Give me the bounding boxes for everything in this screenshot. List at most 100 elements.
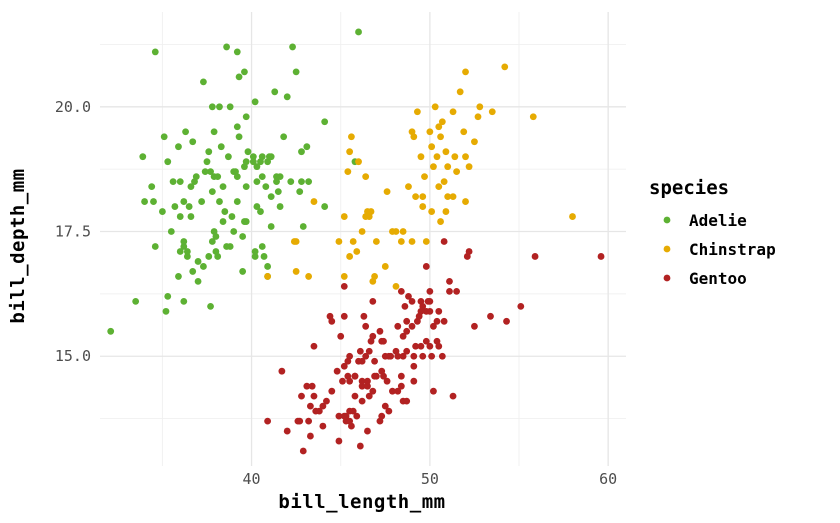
data-point-gentoo [364,382,371,390]
data-point-gentoo [403,317,411,325]
data-point-adelie [176,178,184,186]
data-point-adelie [214,173,222,181]
data-point-gentoo [408,322,416,330]
data-point-gentoo [349,407,357,415]
data-point-adelie [180,297,188,305]
data-point-adelie [219,218,227,225]
data-point-adelie [287,178,295,186]
data-point-chinstrap [348,133,355,141]
data-point-chinstrap [488,108,496,116]
data-point-gentoo [333,367,341,375]
data-point-adelie [305,178,313,186]
data-point-gentoo [328,317,336,325]
data-point-adelie [276,203,284,210]
data-point-gentoo [356,347,364,355]
data-point-chinstrap [428,208,436,215]
data-point-adelie [262,183,270,191]
data-point-chinstrap [442,208,450,215]
data-point-adelie [251,253,259,260]
data-point-adelie [221,208,229,215]
data-point-gentoo [358,377,366,385]
data-point-adelie [207,168,214,176]
data-point-chinstrap [344,168,352,176]
data-point-adelie [298,178,305,186]
data-point-chinstrap [444,163,452,171]
data-point-adelie [200,78,207,86]
y-tick-label: 20.0 [55,98,91,116]
data-point-chinstrap [410,133,418,141]
data-point-adelie [355,28,362,36]
data-point-gentoo [358,382,366,390]
data-point-chinstrap [292,268,300,275]
data-point-gentoo [408,297,416,305]
data-point-gentoo [394,387,402,395]
data-point-gentoo [426,342,434,350]
data-point-gentoo [394,352,402,360]
data-point-chinstrap [444,193,452,200]
data-point-gentoo [278,367,286,375]
data-point-chinstrap [353,248,361,255]
data-point-adelie [235,133,243,141]
data-point-gentoo [335,437,343,445]
data-point-gentoo [353,412,361,420]
data-point-adelie [216,103,223,111]
data-point-chinstrap [449,193,457,200]
data-point-chinstrap [419,193,427,200]
data-point-adelie [183,253,191,260]
data-point-gentoo [399,352,407,360]
data-point-gentoo [351,392,359,400]
data-point-gentoo [369,332,377,340]
data-point-chinstrap [412,193,419,200]
data-point-adelie [303,143,311,151]
data-point-chinstrap [476,103,484,111]
data-point-gentoo [348,422,355,430]
data-point-adelie [207,302,214,310]
data-point-adelie [283,93,291,101]
data-point-chinstrap [349,238,357,245]
data-point-gentoo [428,352,436,360]
data-point-adelie [228,213,236,220]
data-point-adelie [223,243,230,250]
y-axis-title: bill_depth_mm [7,168,29,323]
data-point-adelie [171,203,179,210]
data-point-chinstrap [413,108,421,116]
data-point-chinstrap [471,138,478,146]
data-point-gentoo [471,322,478,330]
data-point-adelie [233,198,241,205]
data-point-chinstrap [364,208,371,215]
data-point-gentoo [397,372,405,380]
data-point-chinstrap [417,153,425,161]
data-point-gentoo [403,347,411,355]
data-point-gentoo [344,357,352,365]
data-point-gentoo [310,392,318,400]
data-point-gentoo [597,253,605,260]
legend-items: Adelie Chinstrap Gentoo [663,211,776,288]
data-point-adelie [233,173,241,181]
data-point-chinstrap [340,273,348,280]
data-point-adelie [280,133,288,141]
data-point-chinstrap [305,273,313,280]
x-tick-label: 60 [599,470,617,488]
data-point-gentoo [435,342,443,350]
data-point-gentoo [340,362,348,370]
data-point-gentoo [435,307,443,315]
data-point-gentoo [364,377,371,385]
data-point-chinstrap [371,273,378,280]
data-point-gentoo [387,352,395,360]
legend-key-gentoo [663,274,671,282]
data-point-adelie [169,178,177,186]
data-point-adelie [226,103,234,111]
data-point-chinstrap [462,198,469,205]
data-point-adelie [208,103,216,111]
data-point-adelie [299,223,307,230]
data-point-adelie [251,98,259,106]
data-point-gentoo [419,352,427,360]
data-point-gentoo [298,392,305,400]
y-tick-label: 15.0 [55,347,91,365]
data-point-adelie [233,48,241,56]
data-point-chinstrap [310,198,318,205]
data-point-gentoo [303,382,311,390]
data-point-adelie [200,263,207,270]
